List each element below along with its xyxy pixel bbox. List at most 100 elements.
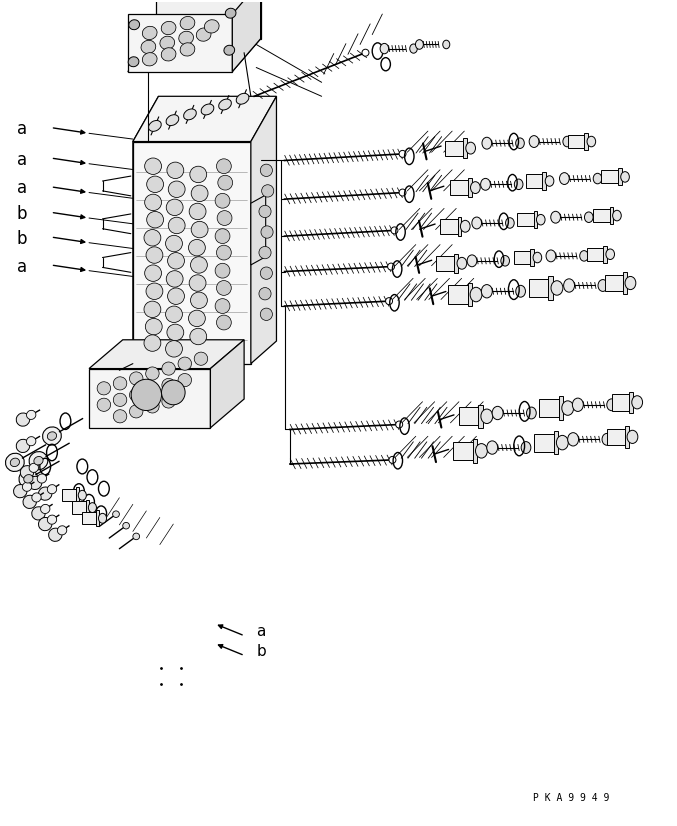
Ellipse shape xyxy=(260,267,272,279)
Polygon shape xyxy=(611,394,630,411)
Ellipse shape xyxy=(533,252,542,263)
Ellipse shape xyxy=(189,203,206,220)
Ellipse shape xyxy=(482,137,492,150)
Ellipse shape xyxy=(568,433,579,446)
Ellipse shape xyxy=(179,31,194,45)
Ellipse shape xyxy=(260,164,272,177)
Polygon shape xyxy=(593,209,610,222)
Ellipse shape xyxy=(224,45,235,55)
Ellipse shape xyxy=(89,503,96,513)
Ellipse shape xyxy=(194,352,208,365)
Ellipse shape xyxy=(529,135,539,148)
Ellipse shape xyxy=(556,435,568,450)
Polygon shape xyxy=(251,195,265,265)
Ellipse shape xyxy=(146,283,163,300)
Ellipse shape xyxy=(471,182,480,193)
Polygon shape xyxy=(96,510,100,526)
Ellipse shape xyxy=(259,246,271,259)
Text: a: a xyxy=(16,150,26,169)
Ellipse shape xyxy=(128,57,139,67)
Ellipse shape xyxy=(492,406,503,420)
Ellipse shape xyxy=(169,181,185,197)
Polygon shape xyxy=(473,439,477,463)
Circle shape xyxy=(362,50,369,56)
Ellipse shape xyxy=(180,17,195,30)
Circle shape xyxy=(395,421,403,428)
Ellipse shape xyxy=(41,505,50,514)
Ellipse shape xyxy=(217,211,232,225)
Ellipse shape xyxy=(129,372,143,385)
Ellipse shape xyxy=(34,457,43,465)
Ellipse shape xyxy=(564,279,575,292)
Ellipse shape xyxy=(188,240,205,256)
Polygon shape xyxy=(458,216,462,236)
Ellipse shape xyxy=(178,357,192,370)
Ellipse shape xyxy=(19,470,38,488)
Text: b: b xyxy=(16,230,27,248)
Ellipse shape xyxy=(563,136,571,147)
Ellipse shape xyxy=(16,439,30,453)
Polygon shape xyxy=(554,431,558,454)
Polygon shape xyxy=(533,211,538,228)
Ellipse shape xyxy=(29,463,39,472)
Polygon shape xyxy=(530,249,534,266)
Ellipse shape xyxy=(527,407,536,419)
Ellipse shape xyxy=(162,378,175,392)
Polygon shape xyxy=(630,392,634,413)
Polygon shape xyxy=(128,39,261,72)
Ellipse shape xyxy=(28,477,42,490)
Ellipse shape xyxy=(191,185,208,202)
Ellipse shape xyxy=(37,474,47,483)
Ellipse shape xyxy=(32,506,45,520)
Ellipse shape xyxy=(521,442,531,453)
Ellipse shape xyxy=(225,8,236,18)
Ellipse shape xyxy=(219,99,232,110)
Ellipse shape xyxy=(113,377,127,390)
Ellipse shape xyxy=(551,281,563,295)
Ellipse shape xyxy=(39,487,52,501)
Ellipse shape xyxy=(587,136,596,147)
Ellipse shape xyxy=(546,250,556,262)
Ellipse shape xyxy=(26,437,36,446)
Ellipse shape xyxy=(26,411,36,420)
Ellipse shape xyxy=(167,162,183,178)
Ellipse shape xyxy=(168,288,184,305)
Polygon shape xyxy=(83,512,96,525)
Ellipse shape xyxy=(20,466,34,479)
Circle shape xyxy=(386,297,393,305)
Polygon shape xyxy=(584,133,588,150)
Ellipse shape xyxy=(201,104,214,115)
Polygon shape xyxy=(479,405,483,428)
Text: b: b xyxy=(16,205,27,223)
Polygon shape xyxy=(251,97,276,363)
Polygon shape xyxy=(534,434,554,452)
Ellipse shape xyxy=(607,399,617,411)
Ellipse shape xyxy=(472,217,481,229)
Polygon shape xyxy=(133,141,251,363)
Ellipse shape xyxy=(145,158,162,174)
Ellipse shape xyxy=(259,287,271,300)
Polygon shape xyxy=(526,174,542,188)
Ellipse shape xyxy=(506,218,515,228)
Ellipse shape xyxy=(481,285,492,298)
Polygon shape xyxy=(468,178,471,197)
Ellipse shape xyxy=(162,395,175,408)
Ellipse shape xyxy=(545,176,554,187)
Ellipse shape xyxy=(146,318,162,335)
Ellipse shape xyxy=(261,185,274,197)
Ellipse shape xyxy=(133,533,139,539)
Ellipse shape xyxy=(97,398,110,411)
Polygon shape xyxy=(156,0,261,39)
Ellipse shape xyxy=(627,430,638,444)
Ellipse shape xyxy=(147,176,164,192)
Ellipse shape xyxy=(190,257,207,273)
Ellipse shape xyxy=(47,432,57,440)
Ellipse shape xyxy=(166,115,179,126)
Ellipse shape xyxy=(598,279,608,292)
Ellipse shape xyxy=(14,485,27,498)
Ellipse shape xyxy=(218,175,233,190)
Ellipse shape xyxy=(112,511,119,517)
Polygon shape xyxy=(540,399,559,417)
Ellipse shape xyxy=(32,493,41,502)
Polygon shape xyxy=(605,275,623,292)
